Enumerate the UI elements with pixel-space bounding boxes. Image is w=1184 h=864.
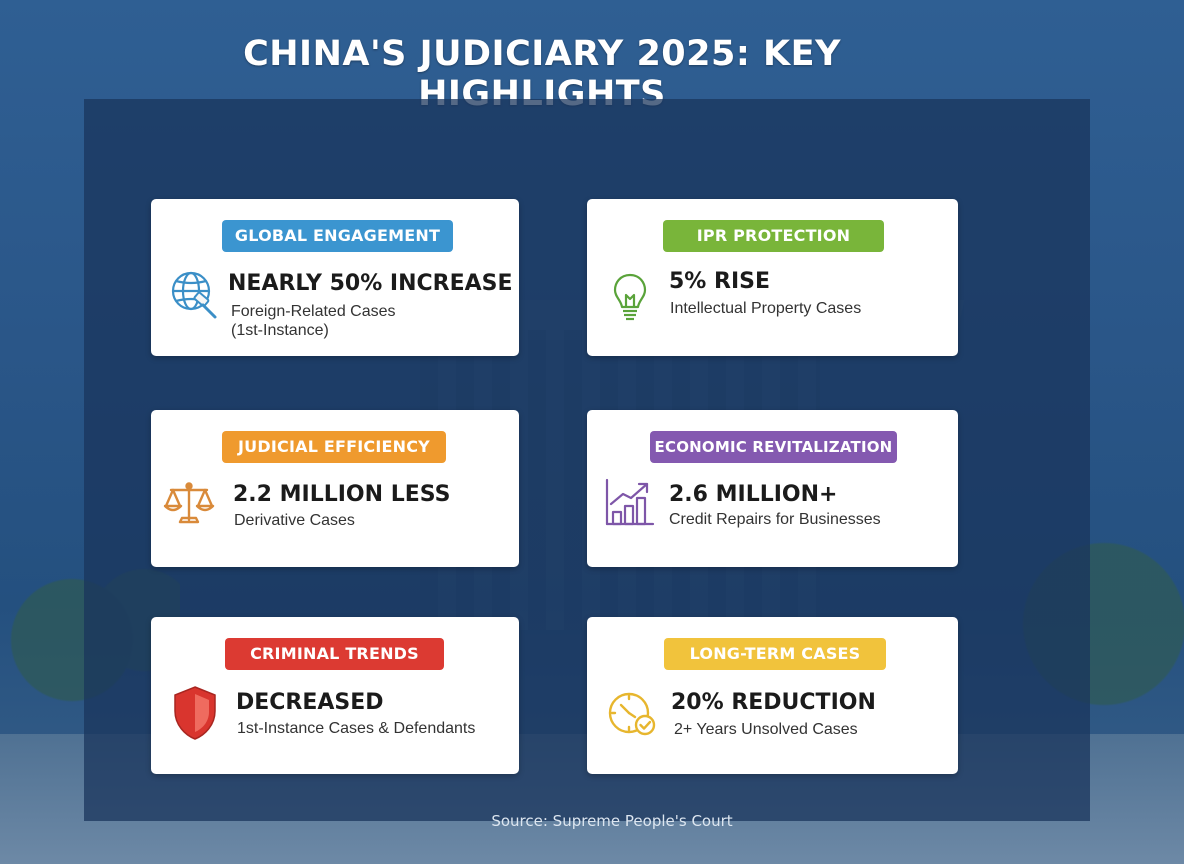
card-badge: IPR PROTECTION [663,220,884,252]
card-stat: DECREASED [236,690,384,715]
card-global-engagement: GLOBAL ENGAGEMENT NEARLY 50% INCREASE Fo… [151,199,519,356]
clock-check-icon [608,692,656,736]
card-long-term-cases: LONG-TERM CASES 20% REDUCTION 2+ Years U… [587,617,958,774]
card-judicial-efficiency: JUDICIAL EFFICIENCY 2.2 MILLION LESS Der… [151,410,519,567]
card-economic-revitalization: ECONOMIC REVITALIZATION 2.6 MILLION+ Cre… [587,410,958,567]
shield-icon [174,686,216,740]
growth-chart-icon [605,478,655,526]
card-stat: NEARLY 50% INCREASE [228,271,513,296]
card-subtitle-secondary: (1st-Instance) [231,322,329,339]
card-subtitle: 1st-Instance Cases & Defendants [237,720,476,737]
card-stat: 20% REDUCTION [671,690,876,715]
card-badge: GLOBAL ENGAGEMENT [222,220,453,252]
lightbulb-icon [613,273,647,321]
card-subtitle: 2+ Years Unsolved Cases [674,721,858,738]
scales-icon [163,482,215,524]
card-subtitle: Derivative Cases [234,512,355,529]
card-badge: ECONOMIC REVITALIZATION [650,431,897,463]
card-stat: 2.6 MILLION+ [669,482,838,507]
card-badge: LONG-TERM CASES [664,638,886,670]
card-badge: JUDICIAL EFFICIENCY [222,431,446,463]
card-stat: 5% RISE [669,269,771,294]
source-credit: Source: Supreme People's Court [491,812,733,830]
card-badge: CRIMINAL TRENDS [225,638,444,670]
page-title: CHINA'S JUDICIARY 2025: KEY HIGHLIGHTS [243,34,841,114]
globe-gavel-icon [171,271,217,319]
card-ipr-protection: IPR PROTECTION 5% RISE Intellectual Prop… [587,199,958,356]
card-subtitle: Intellectual Property Cases [670,300,862,317]
card-subtitle: Credit Repairs for Businesses [669,511,881,528]
card-stat: 2.2 MILLION LESS [233,482,451,507]
card-subtitle: Foreign-Related Cases [231,303,396,320]
card-criminal-trends: CRIMINAL TRENDS DECREASED 1st-Instance C… [151,617,519,774]
